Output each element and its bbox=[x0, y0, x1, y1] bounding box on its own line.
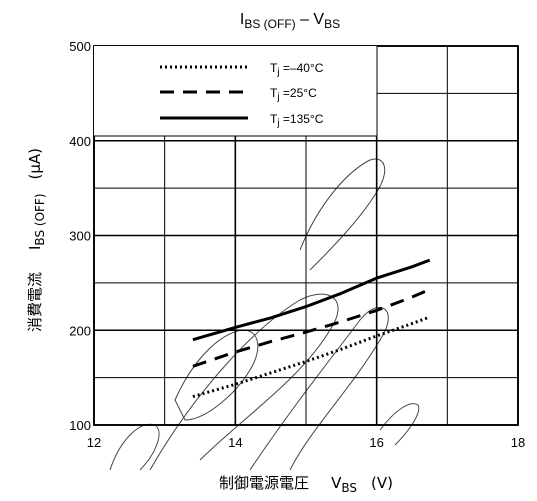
series-layer bbox=[192, 258, 431, 399]
x-tick-label: 12 bbox=[87, 435, 101, 450]
x-tick-label: 18 bbox=[511, 435, 525, 450]
x-tick-label: 16 bbox=[369, 435, 383, 450]
chart-title: IBS (OFF) – VBS bbox=[240, 11, 340, 31]
y-axis-label: 消費電流IBS (OFF)(µA) bbox=[26, 148, 47, 332]
y-tick-label: 300 bbox=[69, 229, 91, 244]
y-tick-label: 200 bbox=[69, 323, 91, 338]
series-line-dashed bbox=[192, 288, 431, 368]
y-tick-label: 500 bbox=[69, 39, 91, 54]
legend-label-25: Tj =25°C bbox=[270, 86, 317, 103]
legend-label-m40: Tj =–40°C bbox=[270, 61, 324, 78]
legend: Tj =–40°C Tj =25°C Tj =135°C bbox=[94, 46, 378, 137]
x-tick-label: 14 bbox=[228, 435, 242, 450]
grid bbox=[93, 45, 519, 426]
legend-label-135: Tj =135°C bbox=[270, 112, 324, 129]
x-axis-label: 制御電源電圧 VBS (V) bbox=[219, 474, 393, 495]
y-tick-label: 400 bbox=[69, 134, 91, 149]
tick-labels: 12 14 16 18 100 200 300 400 500 bbox=[69, 39, 525, 450]
y-tick-label: 100 bbox=[69, 418, 91, 433]
watermark bbox=[109, 158, 420, 471]
series-line-solid bbox=[192, 258, 431, 342]
series-line-dotted bbox=[192, 315, 431, 399]
